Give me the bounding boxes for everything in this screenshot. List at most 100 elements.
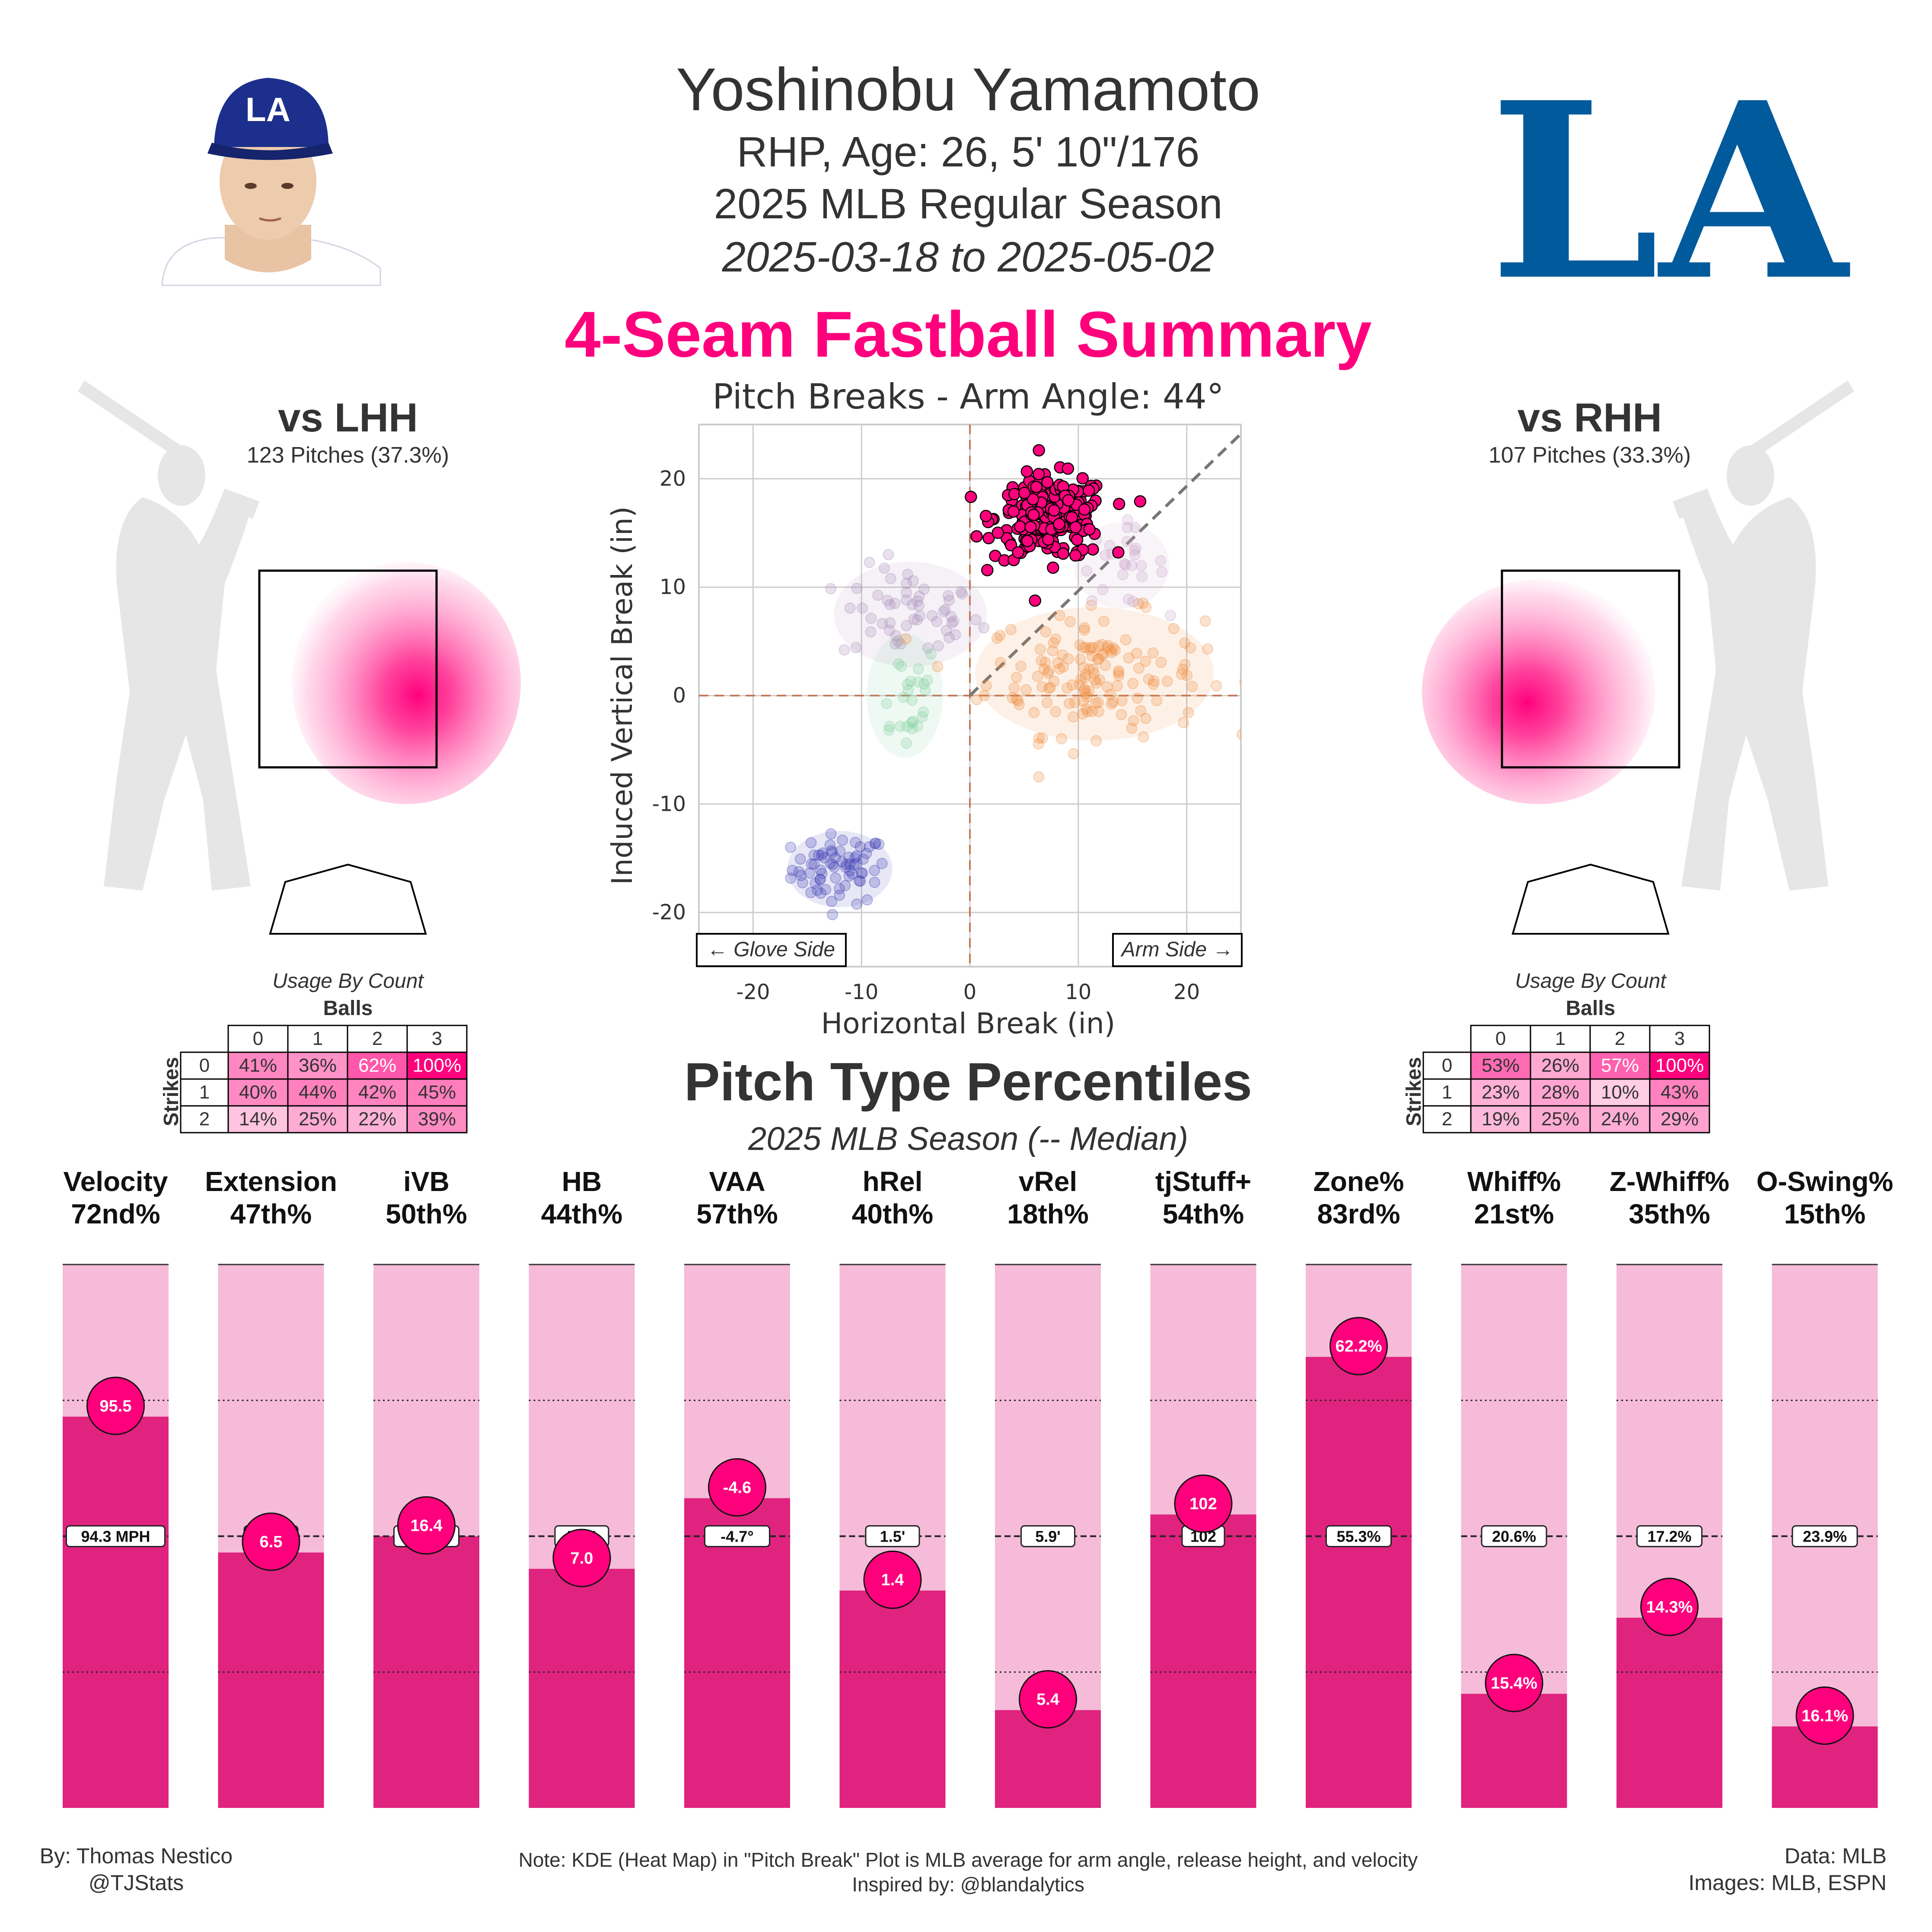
pitch-point [876, 858, 888, 869]
pitch-point [1088, 667, 1100, 679]
pitch-point [1015, 661, 1027, 672]
pitch-point [901, 587, 912, 598]
pitch-point [1186, 680, 1198, 692]
pitch-point [1119, 558, 1130, 569]
metric-percentile: 50th% [386, 1198, 467, 1229]
pitch-point [1126, 560, 1138, 572]
usage-cell-value: 28% [1541, 1082, 1579, 1103]
pitch-point [806, 858, 817, 870]
player-value: 6.5 [260, 1533, 283, 1551]
density-blob [834, 562, 987, 667]
usage-cell-value: 36% [299, 1055, 337, 1076]
pitch-point [1066, 679, 1078, 691]
svg-text:LA: LA [1489, 50, 1852, 334]
metric-label: iVB [403, 1166, 450, 1197]
median-value: -4.7° [721, 1528, 753, 1546]
player-value-marker [1329, 1317, 1388, 1376]
pitch-point [1079, 672, 1091, 684]
pitch-point [901, 578, 912, 589]
pitch-point [1097, 648, 1109, 660]
pitch-point [838, 644, 850, 656]
pitch-point [825, 583, 837, 594]
usage-cell-value: 41% [239, 1055, 277, 1076]
usage-cell-value: 62% [358, 1055, 396, 1076]
pitch-point [907, 715, 919, 727]
metric-percentile: 72nd% [71, 1198, 160, 1229]
pitch-point [1062, 494, 1075, 507]
rhh-strikes-label: Strikes [1403, 1057, 1425, 1126]
player-value-marker [397, 1496, 456, 1555]
pitch-point [1102, 642, 1113, 654]
pitch-point [992, 527, 1004, 539]
pitch-point [1129, 549, 1141, 561]
usage-cell-value: 44% [299, 1082, 337, 1103]
usage-cell-value: 29% [1661, 1108, 1699, 1130]
rhh-balls-label: Balls [1566, 997, 1616, 1020]
footer-author: By: Thomas Nestico [40, 1844, 233, 1868]
pitch-point [1140, 601, 1152, 613]
footer-inspired: Inspired by: @blandalytics [852, 1873, 1084, 1896]
balls-header: 3 [1674, 1028, 1685, 1049]
lhh-strike-zone [258, 569, 438, 769]
usage-cell [1589, 1105, 1651, 1134]
pitch-point [864, 841, 875, 853]
pitch-point [995, 657, 1006, 668]
usage-cell-value: 40% [239, 1082, 277, 1103]
pitch-point [1090, 677, 1102, 689]
pitch-point [1053, 518, 1065, 530]
pitch-point [1120, 634, 1132, 646]
balls-header: 0 [1495, 1028, 1506, 1049]
pitch-point [901, 620, 912, 632]
pitch-point [851, 582, 863, 594]
pitch-point [1096, 639, 1108, 650]
pitch-point [1048, 504, 1060, 517]
usage-cell [347, 1078, 408, 1107]
pitch-point [1105, 644, 1117, 656]
pitch-point [1032, 671, 1043, 682]
player-value: 14.3% [1646, 1598, 1693, 1616]
bar-fill [1306, 1357, 1412, 1808]
pitch-point [1050, 706, 1062, 718]
metric-percentile: 47th% [230, 1198, 312, 1229]
pitch-point [1076, 472, 1089, 485]
pitch-point [1085, 642, 1097, 653]
usage-cell-value: 53% [1482, 1055, 1520, 1076]
pitch-point [1130, 543, 1142, 554]
lhh-strikes-label: Strikes [160, 1057, 183, 1126]
pitch-point [932, 661, 944, 673]
pitch-point [1054, 610, 1065, 621]
y-tick-label: 20 [660, 466, 686, 491]
pitch-point [1129, 545, 1140, 556]
player-value: 15.4% [1491, 1674, 1537, 1692]
usage-cell [227, 1105, 289, 1134]
pitch-point [857, 602, 868, 614]
pitch-point [1080, 669, 1091, 680]
pitch-point [1143, 673, 1154, 685]
x-tick-label: -10 [845, 980, 878, 1004]
pitch-point [813, 849, 824, 861]
pitch-point [805, 837, 817, 849]
pitch-point [1086, 706, 1098, 717]
pitch-point [1079, 622, 1090, 633]
player-value-marker [1640, 1578, 1699, 1636]
pitch-point [970, 614, 982, 626]
metric-label: Zone% [1314, 1166, 1404, 1197]
pitch-point [1047, 561, 1059, 574]
player-value: 62.2% [1336, 1338, 1382, 1356]
pitch-point [1087, 642, 1099, 654]
pitch-point [1041, 697, 1053, 709]
pitch-point [836, 856, 848, 868]
balls-header: 3 [432, 1028, 442, 1049]
median-badge [1792, 1525, 1858, 1547]
pitch-point [1030, 481, 1043, 493]
pitch-point [814, 874, 826, 885]
pitch-point [1122, 521, 1133, 533]
y-tick-label: 0 [673, 683, 686, 708]
strikes-header: 1 [1442, 1082, 1452, 1103]
pitch-point [1081, 703, 1092, 715]
pitch-point [1199, 615, 1211, 627]
arm-side-label: Arm Side → [1120, 938, 1234, 961]
pitch-point [889, 638, 901, 650]
strikes-header: 1 [199, 1082, 210, 1103]
